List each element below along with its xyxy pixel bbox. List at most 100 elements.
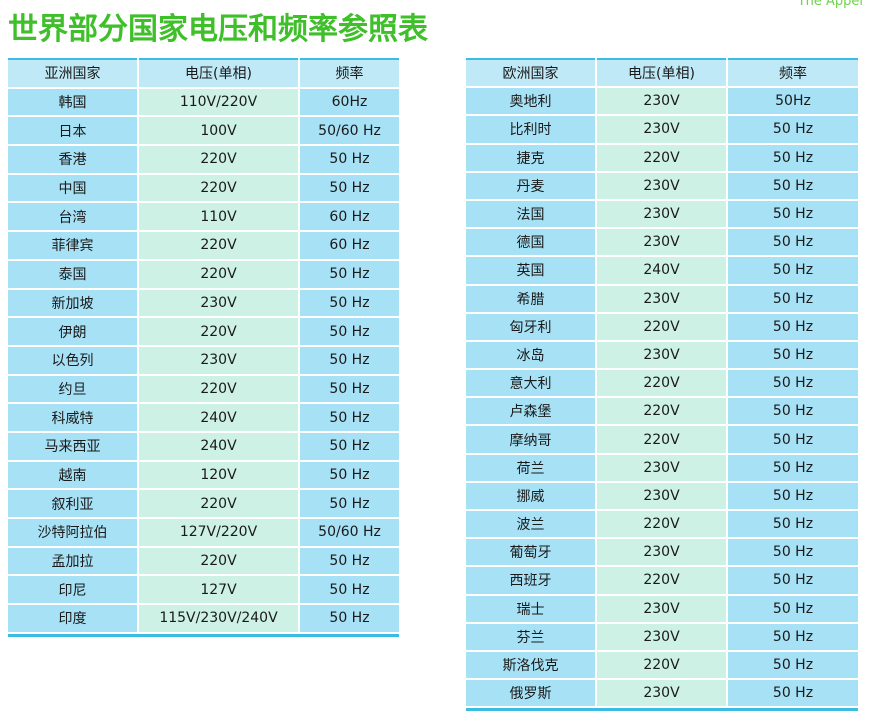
europe-cell-voltage: 220V — [596, 312, 728, 342]
asia-cell-country: 以色列 — [8, 345, 139, 376]
asia-cell-country: 马来西亚 — [8, 431, 139, 462]
table-row: 斯洛伐克 220V 50 Hz — [466, 650, 858, 681]
europe-cell-voltage: 230V — [596, 622, 728, 652]
asia-cell-country: 中国 — [8, 173, 139, 204]
asia-cell-country: 孟加拉 — [8, 546, 139, 577]
table-row: 约旦 220V 50 Hz — [8, 374, 399, 405]
asia-cell-country: 韩国 — [8, 87, 139, 118]
europe-cell-frequency: 50 Hz — [727, 228, 858, 258]
asia-cell-frequency: 50 Hz — [299, 403, 399, 433]
europe-cell-country: 比利时 — [466, 115, 597, 145]
asia-cell-voltage: 220V — [138, 173, 300, 204]
europe-cell-voltage: 220V — [596, 566, 728, 596]
asia-cell-voltage: 110V/220V — [138, 87, 300, 118]
table-row: 捷克 220V 50 Hz — [466, 143, 858, 173]
asia-cell-country: 伊朗 — [8, 317, 139, 347]
asia-header-frequency: 频率 — [299, 59, 399, 89]
europe-cell-voltage: 220V — [596, 397, 728, 427]
europe-cell-frequency: 50 Hz — [727, 312, 858, 342]
europe-cell-country: 意大利 — [466, 369, 597, 399]
asia-cell-voltage: 220V — [138, 374, 300, 405]
table-row: 台湾 110V 60 Hz — [8, 202, 399, 233]
europe-cell-voltage: 230V — [596, 115, 728, 145]
table-row: 瑞士 230V 50 Hz — [466, 594, 858, 624]
europe-cell-frequency: 50 Hz — [727, 566, 858, 596]
asia-cell-voltage: 127V/220V — [138, 518, 300, 548]
asia-cell-voltage: 115V/230V/240V — [138, 604, 300, 634]
europe-cell-frequency: 50 Hz — [727, 425, 858, 455]
asia-cell-country: 印度 — [8, 604, 139, 634]
table-row: 冰岛 230V 50 Hz — [466, 340, 858, 371]
table-row: 芬兰 230V 50 Hz — [466, 622, 858, 652]
europe-cell-voltage: 230V — [596, 453, 728, 483]
table-row: 泰国 220V 50 Hz — [8, 259, 399, 290]
table-row: 法国 230V 50 Hz — [466, 199, 858, 230]
europe-header-country: 欧洲国家 — [466, 59, 597, 89]
table-row: 英国 240V 50 Hz — [466, 256, 858, 286]
asia-cell-voltage: 100V — [138, 116, 300, 147]
europe-cell-voltage: 230V — [596, 594, 728, 624]
europe-cell-frequency: 50 Hz — [727, 115, 858, 145]
europe-cell-country: 西班牙 — [466, 566, 597, 596]
europe-voltage-table: 欧洲国家 电压(单相) 频率 奥地利 230V 50Hz 比利时 230V 50 Hz 捷克 220… — [466, 58, 858, 709]
table-row: 希腊 230V 50 Hz — [466, 284, 858, 314]
asia-cell-frequency: 50 Hz — [299, 317, 399, 347]
asia-cell-voltage: 110V — [138, 202, 300, 233]
europe-cell-frequency: 50 Hz — [727, 622, 858, 652]
asia-cell-country: 台湾 — [8, 202, 139, 233]
table-row: 新加坡 230V 50 Hz — [8, 288, 399, 319]
europe-cell-voltage: 230V — [596, 538, 728, 568]
europe-header-frequency: 频率 — [727, 59, 858, 89]
asia-cell-voltage: 220V — [138, 489, 300, 519]
asia-cell-frequency: 50 Hz — [299, 173, 399, 204]
asia-cell-country: 科威特 — [8, 403, 139, 433]
europe-cell-country: 丹麦 — [466, 171, 597, 201]
europe-cell-frequency: 50 Hz — [727, 481, 858, 512]
table-row: 沙特阿拉伯 127V/220V 50/60 Hz — [8, 518, 399, 548]
europe-cell-voltage: 230V — [596, 284, 728, 314]
asia-cell-voltage: 220V — [138, 231, 300, 261]
asia-cell-frequency: 50 Hz — [299, 604, 399, 634]
asia-cell-country: 菲律宾 — [8, 231, 139, 261]
table-row: 菲律宾 220V 60 Hz — [8, 231, 399, 261]
table-row: 俄罗斯 230V 50 Hz — [466, 679, 858, 709]
table-row: 韩国 110V/220V 60Hz — [8, 87, 399, 118]
table-row: 意大利 220V 50 Hz — [466, 369, 858, 399]
asia-cell-voltage: 120V — [138, 460, 300, 491]
asia-cell-frequency: 60 Hz — [299, 202, 399, 233]
europe-cell-frequency: 50 Hz — [727, 510, 858, 540]
asia-header-voltage: 电压(单相) — [138, 59, 300, 89]
europe-cell-voltage: 220V — [596, 143, 728, 173]
table-row: 匈牙利 220V 50 Hz — [466, 312, 858, 342]
asia-cell-country: 泰国 — [8, 259, 139, 290]
europe-cell-country: 波兰 — [466, 510, 597, 540]
europe-cell-voltage: 230V — [596, 199, 728, 230]
europe-cell-country: 希腊 — [466, 284, 597, 314]
asia-cell-frequency: 50 Hz — [299, 288, 399, 319]
asia-cell-voltage: 127V — [138, 575, 300, 606]
europe-cell-frequency: 50 Hz — [727, 369, 858, 399]
table-row: 比利时 230V 50 Hz — [466, 115, 858, 145]
europe-cell-frequency: 50 Hz — [727, 143, 858, 173]
asia-header-country: 亚洲国家 — [8, 59, 139, 89]
table-row: 叙利亚 220V 50 Hz — [8, 489, 399, 519]
asia-cell-frequency: 50 Hz — [299, 374, 399, 405]
asia-cell-country: 叙利亚 — [8, 489, 139, 519]
asia-cell-frequency: 50 Hz — [299, 259, 399, 290]
europe-cell-voltage: 230V — [596, 87, 728, 117]
europe-cell-frequency: 50 Hz — [727, 594, 858, 624]
asia-cell-voltage: 240V — [138, 431, 300, 462]
page-title: 世界部分国家电压和频率参照表 — [8, 12, 428, 47]
europe-cell-country: 芬兰 — [466, 622, 597, 652]
table-row: 科威特 240V 50 Hz — [8, 403, 399, 433]
table-row: 挪威 230V 50 Hz — [466, 481, 858, 512]
asia-cell-country: 约旦 — [8, 374, 139, 405]
asia-cell-voltage: 230V — [138, 345, 300, 376]
asia-table-bottom-rule — [8, 634, 399, 637]
asia-cell-country: 日本 — [8, 116, 139, 147]
table-row: 印度 115V/230V/240V 50 Hz — [8, 604, 399, 634]
table-row: 日本 100V 50/60 Hz — [8, 116, 399, 147]
europe-cell-frequency: 50 Hz — [727, 397, 858, 427]
europe-cell-country: 斯洛伐克 — [466, 650, 597, 681]
asia-cell-country: 新加坡 — [8, 288, 139, 319]
